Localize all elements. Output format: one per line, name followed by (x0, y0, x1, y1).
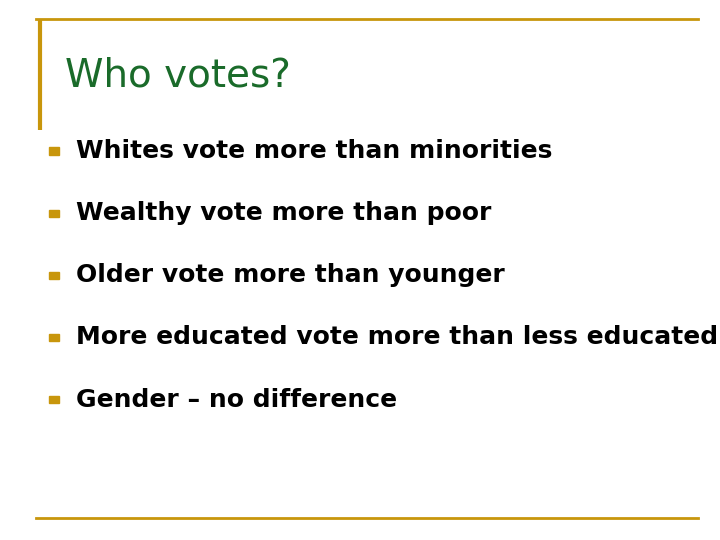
Text: Wealthy vote more than poor: Wealthy vote more than poor (76, 201, 491, 225)
Text: Whites vote more than minorities: Whites vote more than minorities (76, 139, 552, 163)
Bar (49, 210, 59, 217)
Bar (49, 147, 59, 155)
Bar (49, 396, 59, 403)
Text: Gender – no difference: Gender – no difference (76, 388, 397, 411)
Bar (49, 334, 59, 341)
Text: Older vote more than younger: Older vote more than younger (76, 264, 504, 287)
Bar (49, 272, 59, 279)
Text: Who votes?: Who votes? (65, 57, 291, 94)
Text: More educated vote more than less educated: More educated vote more than less educat… (76, 326, 718, 349)
